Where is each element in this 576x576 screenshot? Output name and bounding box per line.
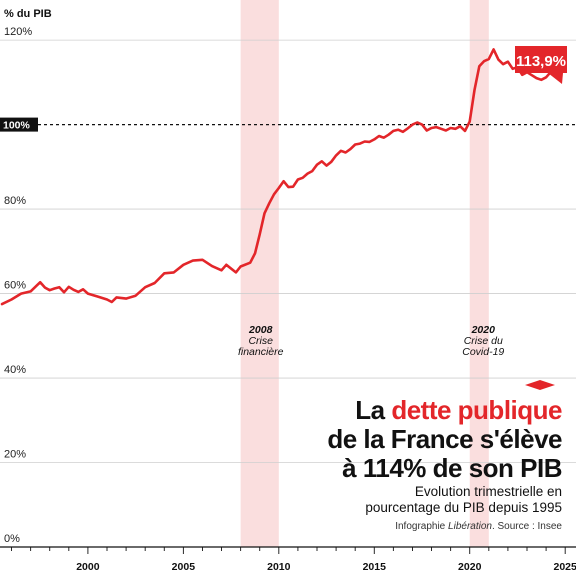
x-tick-label: 2025 bbox=[554, 561, 576, 573]
y-tick-label: 20% bbox=[4, 449, 26, 461]
reference-label: 100% bbox=[3, 120, 31, 132]
shaded-period-1 bbox=[469, 0, 489, 547]
x-tick-label: 2015 bbox=[363, 561, 387, 573]
debt-series-line bbox=[0, 48, 567, 306]
annotation-year: 2008 bbox=[248, 324, 273, 336]
shaded-period-0 bbox=[240, 0, 279, 547]
last-value-box bbox=[515, 46, 567, 73]
subtitle-line-1: Evolution trimestrielle en bbox=[414, 484, 562, 499]
headline-line-2: de la France s'élève bbox=[327, 424, 562, 454]
chart-subtitle: Evolution trimestrielle en pourcentage d… bbox=[365, 484, 562, 516]
x-tick-label: 2000 bbox=[76, 561, 100, 573]
y-axis-unit-label: % du PIB bbox=[4, 8, 52, 20]
x-tick-label: 2005 bbox=[172, 561, 196, 573]
diamond-icon bbox=[525, 380, 555, 390]
headline-line-1: La dette publique bbox=[355, 395, 562, 425]
y-tick-label: 80% bbox=[4, 195, 26, 207]
annotation-text: Crise du bbox=[464, 335, 503, 347]
y-tick-label: 60% bbox=[4, 280, 26, 292]
last-value-pointer bbox=[548, 73, 563, 84]
reference-label-box bbox=[0, 117, 38, 132]
annotation-text: Crise bbox=[248, 335, 273, 347]
headline-highlight: dette publique bbox=[391, 395, 562, 425]
y-tick-label: 120% bbox=[4, 26, 32, 38]
annotation-text: financière bbox=[238, 346, 284, 358]
chart-headline: La dette publique de la France s'élève à… bbox=[327, 396, 562, 483]
x-tick-label: 2010 bbox=[267, 561, 291, 573]
chart-credit: Infographie Libération. Source : Insee bbox=[395, 521, 562, 532]
subtitle-line-2: pourcentage du PIB depuis 1995 bbox=[365, 500, 562, 515]
annotation-year: 2020 bbox=[471, 324, 496, 336]
y-tick-label: 0% bbox=[4, 533, 20, 545]
y-tick-label: 40% bbox=[4, 364, 26, 376]
headline-line-3: à 114% de son PIB bbox=[342, 453, 562, 483]
annotation-text: Covid-19 bbox=[462, 346, 504, 358]
last-value-label: 113,9% bbox=[516, 53, 566, 70]
x-tick-label: 2020 bbox=[458, 561, 482, 573]
